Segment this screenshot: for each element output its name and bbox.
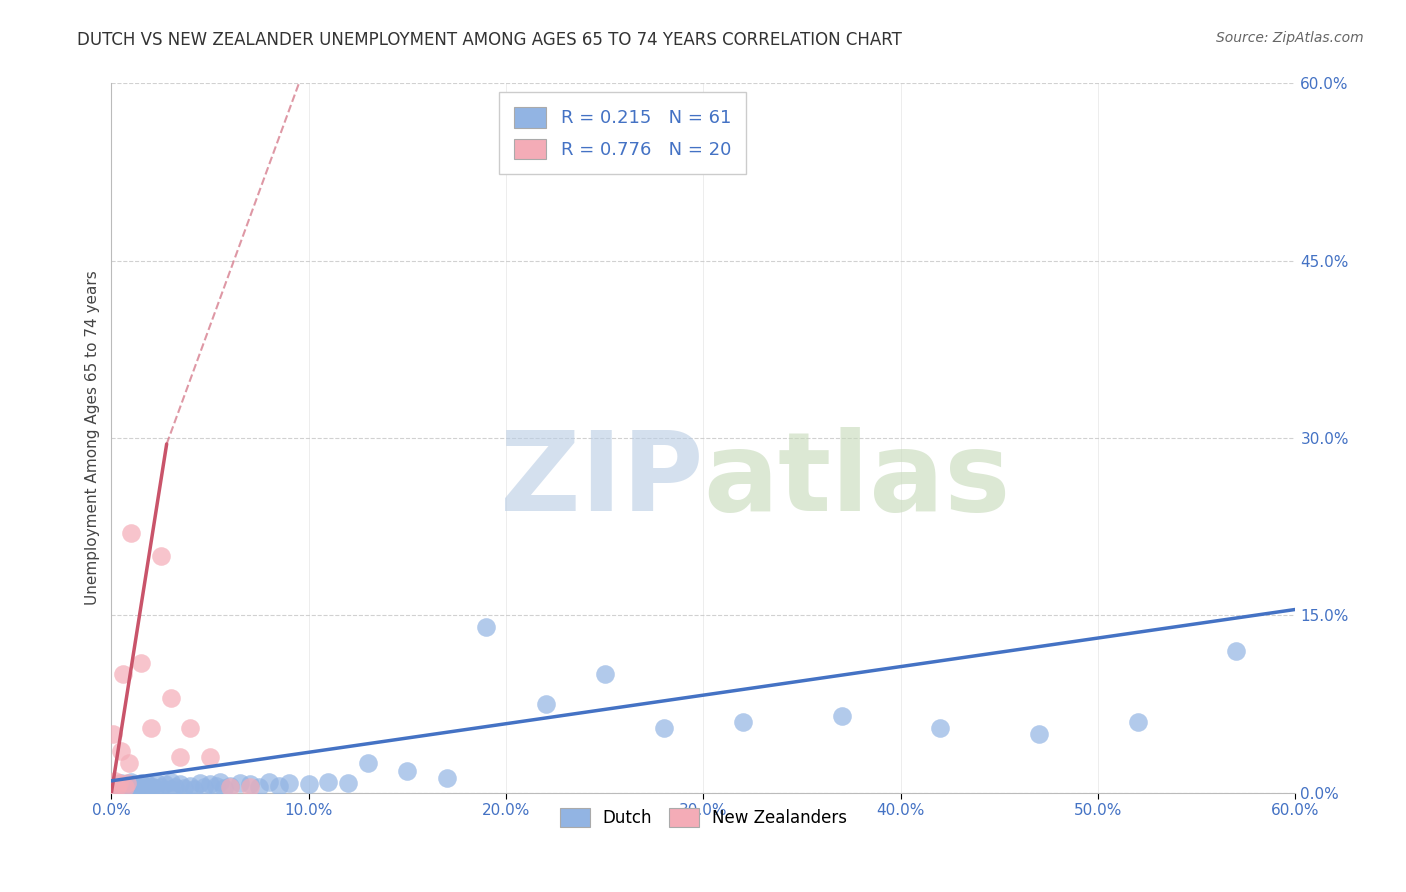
Point: [831, 708, 853, 723]
Point: [188, 776, 211, 790]
Point: [218, 779, 240, 793]
Point: [108, 776, 131, 790]
Point: [1126, 714, 1149, 729]
Point: [120, 777, 142, 791]
Point: [118, 783, 141, 797]
Point: [129, 776, 152, 790]
Point: [298, 777, 321, 791]
Point: [205, 779, 228, 793]
Point: [114, 777, 136, 791]
Point: [120, 525, 142, 540]
Point: [153, 777, 176, 791]
Point: [149, 549, 172, 564]
Point: [218, 780, 240, 794]
Point: [1225, 644, 1247, 658]
Point: [124, 782, 146, 797]
Point: [1028, 726, 1050, 740]
Point: [208, 775, 231, 789]
Point: [169, 750, 191, 764]
Point: [193, 780, 215, 794]
Point: [115, 780, 138, 794]
Point: [731, 714, 754, 729]
Point: [396, 764, 419, 779]
Text: atlas: atlas: [703, 427, 1011, 534]
Point: [103, 726, 125, 740]
Point: [179, 721, 201, 735]
Text: Source: ZipAtlas.com: Source: ZipAtlas.com: [1216, 31, 1364, 45]
Point: [114, 780, 136, 794]
Point: [173, 780, 195, 795]
Point: [159, 782, 181, 797]
Point: [139, 779, 162, 793]
Point: [228, 776, 250, 790]
Point: [104, 773, 127, 788]
Point: [318, 775, 340, 789]
Y-axis label: Unemployment Among Ages 65 to 74 years: Unemployment Among Ages 65 to 74 years: [86, 270, 100, 606]
Point: [100, 780, 122, 794]
Point: [112, 780, 135, 795]
Legend: Dutch, New Zealanders: Dutch, New Zealanders: [553, 801, 853, 834]
Text: DUTCH VS NEW ZEALANDER UNEMPLOYMENT AMONG AGES 65 TO 74 YEARS CORRELATION CHART: DUTCH VS NEW ZEALANDER UNEMPLOYMENT AMON…: [77, 31, 903, 49]
Point: [249, 780, 271, 794]
Point: [104, 782, 127, 797]
Point: [129, 656, 152, 670]
Point: [114, 782, 136, 797]
Point: [143, 780, 166, 795]
Point: [198, 750, 221, 764]
Point: [337, 776, 360, 790]
Point: [179, 779, 201, 793]
Point: [139, 721, 162, 735]
Point: [115, 776, 138, 790]
Point: [929, 721, 952, 735]
Point: [149, 780, 172, 794]
Point: [118, 756, 141, 770]
Point: [163, 780, 186, 794]
Point: [475, 620, 498, 634]
Text: ZIP: ZIP: [501, 427, 703, 534]
Point: [110, 783, 132, 797]
Point: [269, 779, 291, 793]
Point: [110, 776, 132, 790]
Point: [183, 782, 205, 797]
Point: [120, 780, 142, 795]
Point: [198, 777, 221, 791]
Point: [120, 775, 142, 789]
Point: [136, 777, 159, 791]
Point: [146, 776, 169, 790]
Point: [652, 721, 675, 735]
Point: [129, 780, 152, 795]
Point: [139, 782, 162, 797]
Point: [238, 777, 260, 791]
Point: [593, 667, 616, 681]
Point: [134, 780, 156, 794]
Point: [105, 780, 128, 794]
Point: [212, 780, 235, 795]
Point: [169, 777, 191, 791]
Point: [159, 775, 181, 789]
Point: [110, 744, 132, 758]
Point: [125, 779, 148, 793]
Point: [112, 667, 135, 681]
Point: [105, 779, 128, 793]
Point: [357, 756, 380, 770]
Point: [159, 691, 181, 706]
Point: [436, 772, 458, 786]
Point: [238, 780, 260, 794]
Point: [100, 782, 122, 797]
Point: [534, 697, 557, 711]
Point: [259, 775, 281, 789]
Point: [278, 776, 301, 790]
